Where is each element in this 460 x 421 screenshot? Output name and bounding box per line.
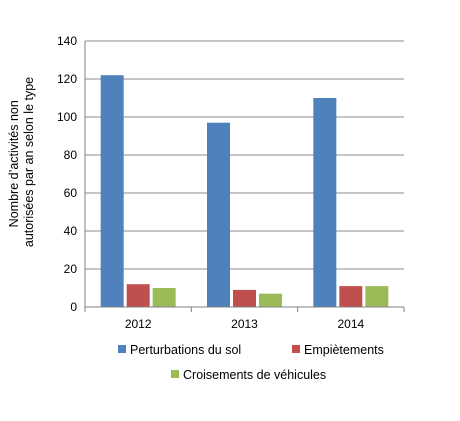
- legend: Perturbations du sol Empiètements Croiseme…: [118, 343, 384, 382]
- bar-croisements-de-v-hicules-2012: [152, 288, 176, 307]
- y-tick-label: 0: [70, 300, 77, 314]
- x-tick-label: 2012: [125, 317, 152, 331]
- gridlines: [85, 40, 404, 270]
- y-tick-labels: 0 20 40 60 80 100 120 140: [57, 34, 77, 314]
- x-tick-label: 2013: [231, 317, 258, 331]
- bars: [100, 75, 389, 307]
- x-tick-labels: 2012 2013 2014: [84, 307, 405, 331]
- legend-label: Croisements de véhicules: [183, 368, 326, 382]
- legend-label: Perturbations du sol: [130, 343, 241, 357]
- y-tick-label: 80: [64, 148, 78, 162]
- bar-perturbations-du-sol-2014: [313, 98, 337, 307]
- bar-croisements-de-v-hicules-2014: [365, 286, 389, 307]
- bar-empi-tements-2012: [126, 284, 150, 307]
- bar-empi-tements-2014: [339, 286, 363, 307]
- bar-croisements-de-v-hicules-2013: [259, 293, 282, 307]
- y-axis-label-line-2: autorisées par an selon le type: [22, 77, 36, 247]
- y-axis-label-line-1: Nombre d’activités non: [7, 100, 21, 227]
- y-tick-label: 100: [57, 110, 77, 124]
- y-axis-label: Nombre d’activités non autorisées par an…: [7, 77, 36, 247]
- bar-empi-tements-2013: [233, 289, 256, 307]
- axes: [84, 41, 404, 308]
- y-tick-label: 20: [64, 262, 78, 276]
- y-tick-label: 140: [57, 34, 77, 48]
- y-tick-label: 120: [57, 72, 77, 86]
- bar-perturbations-du-sol-2012: [100, 75, 124, 307]
- legend-swatch: [118, 345, 126, 353]
- legend-label: Empiètements: [304, 343, 384, 357]
- x-tick-label: 2014: [337, 317, 364, 331]
- y-tick-label: 60: [64, 186, 78, 200]
- bar-perturbations-du-sol-2013: [207, 122, 230, 307]
- y-tick-label: 40: [64, 224, 78, 238]
- legend-swatch: [171, 370, 179, 378]
- legend-swatch: [292, 345, 300, 353]
